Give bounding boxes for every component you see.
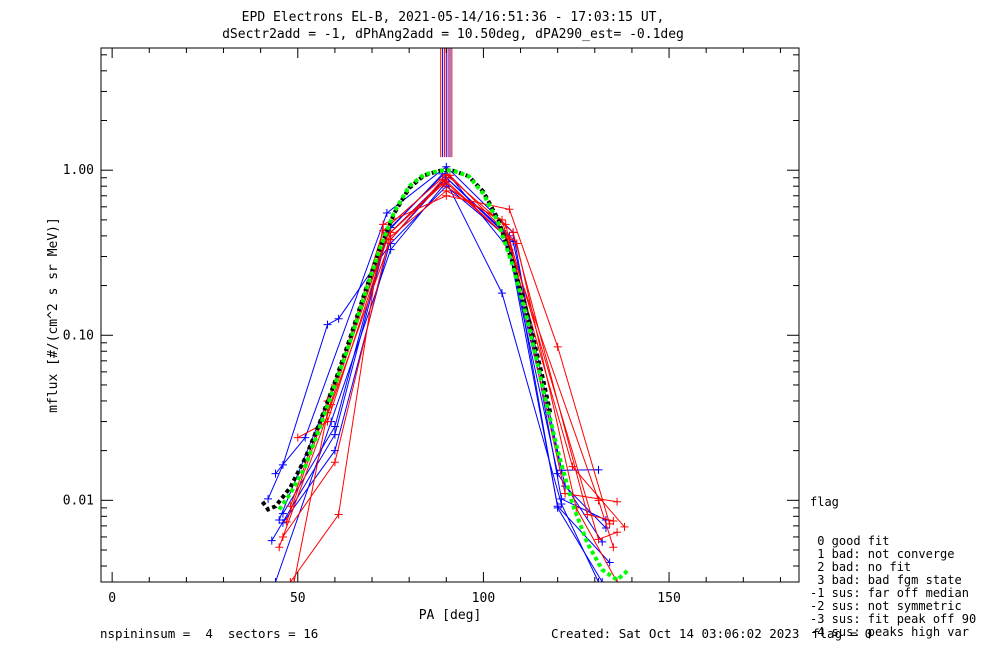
data-point	[275, 515, 284, 524]
data-point	[334, 510, 343, 519]
data-point	[594, 535, 603, 544]
data-point	[330, 430, 339, 439]
data-point	[386, 235, 395, 244]
legend-item: -2 sus: not symmetric	[810, 599, 962, 613]
data-point	[497, 289, 506, 298]
data-point	[382, 209, 391, 218]
data-point	[271, 469, 280, 478]
y-tick-label: 0.10	[63, 328, 94, 343]
plot-content	[260, 48, 630, 582]
data-point	[286, 502, 295, 511]
data-point	[290, 578, 299, 582]
data-point	[605, 558, 614, 567]
data-point	[282, 517, 291, 526]
data-point	[264, 494, 273, 503]
axes: 0 50 100 150 1.00 0.10 0.01	[63, 48, 799, 606]
data-point	[286, 578, 295, 582]
data-point	[442, 186, 451, 195]
y-tick-label: 1.00	[63, 163, 94, 178]
data-point	[594, 496, 603, 505]
legend-item: -4 sus: peaks high var	[810, 625, 969, 639]
x-tick-label: 100	[472, 591, 495, 606]
series-line	[278, 178, 618, 548]
data-point	[509, 228, 518, 237]
data-point	[446, 171, 454, 180]
legend-item: 2 bad: no fit	[810, 560, 912, 574]
legend-item: 1 bad: not converge	[810, 547, 955, 561]
data-point	[557, 494, 566, 503]
flag-legend: flag 0 good fit 1 bad: not converge 2 ba…	[810, 470, 976, 652]
data-point	[271, 578, 280, 582]
data-point	[293, 433, 302, 442]
footer-flag: flag = 0	[812, 626, 873, 641]
data-point	[267, 536, 276, 545]
data-point	[505, 205, 514, 214]
data-point	[594, 465, 603, 474]
legend-items: 0 good fit 1 bad: not converge 2 bad: no…	[810, 535, 976, 639]
data-point	[330, 458, 339, 467]
data-point	[613, 578, 622, 582]
data-point	[330, 422, 339, 431]
series-line	[297, 190, 625, 528]
plot-frame	[100, 47, 800, 583]
data-point	[583, 510, 592, 519]
y-axis-label: mflux [#/(cm^2 s sr MeV)]	[46, 217, 61, 413]
data-point	[334, 314, 343, 323]
x-tick-label: 150	[657, 591, 680, 606]
data-point	[301, 433, 310, 442]
data-point	[594, 578, 603, 582]
data-point	[553, 502, 562, 511]
data-point	[609, 516, 618, 525]
data-point	[613, 528, 622, 537]
chart-subtitle: dSectr2add = -1, dPhAng2add = 10.50deg, …	[222, 27, 684, 42]
x-tick-label: 50	[290, 591, 306, 606]
data-point	[323, 320, 332, 329]
series-line	[275, 180, 599, 582]
footer-settings: nspininsum = 4 sectors = 16	[100, 626, 319, 641]
fit-curve	[277, 168, 630, 582]
legend-item: 3 bad: bad fgm state	[810, 573, 962, 587]
x-axis-label: PA [deg]	[419, 608, 482, 623]
legend-item: -1 sus: far off median	[810, 586, 969, 600]
data-point	[327, 400, 336, 409]
footer-created: Created: Sat Oct 14 03:06:02 2023	[551, 626, 800, 641]
data-point	[609, 543, 618, 552]
y-tick-label: 0.01	[63, 493, 94, 508]
x-tick-label: 0	[108, 591, 116, 606]
data-point	[512, 239, 521, 248]
series-line	[271, 177, 603, 582]
data-point	[620, 522, 629, 531]
data-point	[613, 497, 622, 506]
legend-item: 0 good fit	[810, 534, 890, 548]
legend-title: flag	[810, 495, 839, 509]
data-point	[598, 578, 607, 582]
data-point	[275, 543, 284, 552]
chart-title: EPD Electrons EL-B, 2021-05-14/16:51:36 …	[242, 10, 665, 25]
data-point	[553, 342, 562, 351]
series-line	[267, 185, 599, 500]
legend-item: -3 sus: fit peak off 90	[810, 612, 977, 626]
